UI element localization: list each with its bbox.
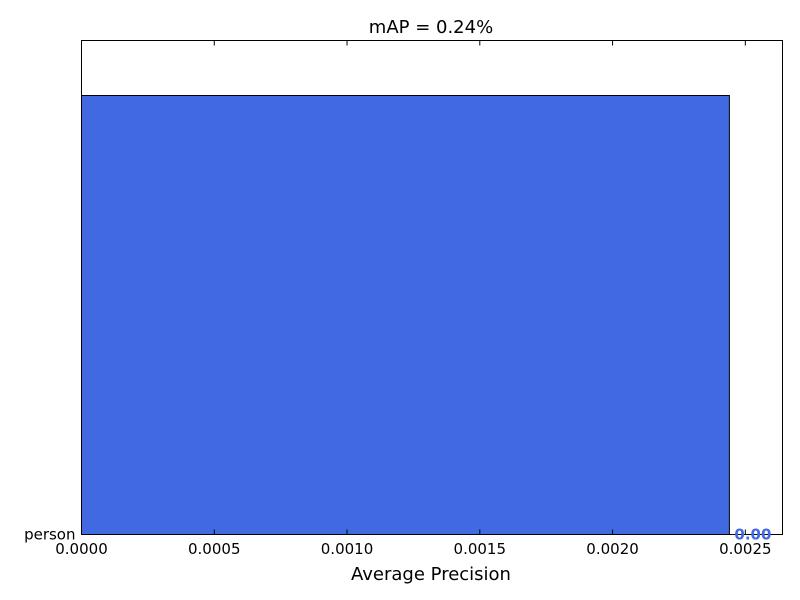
x-axis-label: Average Precision [351, 564, 511, 585]
bars-layer [81, 95, 730, 535]
y-tick-label: person [24, 526, 75, 544]
bar-value-label: 0.00 [734, 526, 771, 544]
x-tick-label: 0.0025 [719, 540, 772, 558]
x-tick-label: 0.0005 [188, 540, 241, 558]
chart-title: mAP = 0.24% [369, 17, 493, 38]
x-tick-label: 0.0020 [586, 540, 639, 558]
ticks-layer: person 0.00 0.0000 0.0005 0.0010 0.0015 0.0020… [24, 40, 783, 558]
x-tick-label: 0.0010 [321, 540, 374, 558]
x-tick-label: 0.0000 [55, 540, 108, 558]
bar-person [81, 95, 730, 535]
plot-frame [81, 40, 783, 535]
x-tick-label: 0.0015 [454, 540, 507, 558]
